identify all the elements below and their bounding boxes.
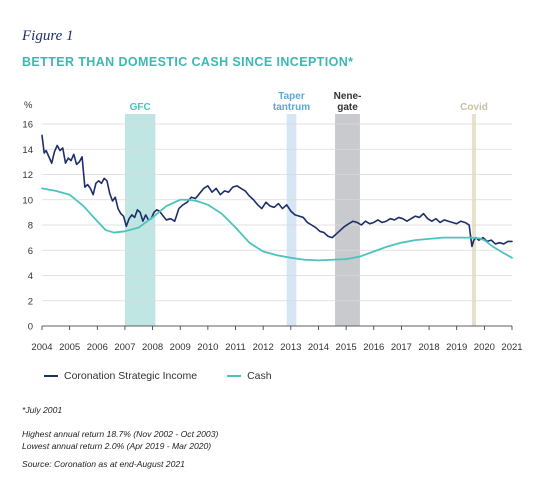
legend-item-cash: Cash: [227, 370, 272, 382]
x-tick-label: 2010: [197, 342, 218, 353]
x-tick-label: 2021: [501, 342, 522, 353]
y-tick-label: 12: [22, 170, 33, 181]
series-line-cash: [41, 187, 513, 262]
band-label-gfc: GFC: [130, 102, 151, 113]
x-tick-label: 2017: [391, 342, 412, 353]
legend: Coronation Strategic Income Cash: [44, 370, 272, 382]
x-tick-label: 2013: [280, 342, 301, 353]
note-source: Source: Coronation as at end-August 2021: [22, 459, 185, 469]
note-highest: Highest annual return 18.7% (Nov 2002 - …: [22, 429, 219, 439]
band-taper-tantrum: [286, 114, 297, 326]
x-tick-label: 2015: [336, 342, 357, 353]
y-tick-label: 10: [22, 195, 33, 206]
band-label-nene-gate: gate: [337, 102, 358, 113]
y-tick-label: 16: [22, 120, 33, 131]
x-tick-label: 2020: [474, 342, 495, 353]
band-label-covid: Covid: [460, 102, 488, 113]
legend-label-strategic-income: Coronation Strategic Income: [64, 370, 198, 382]
legend-swatch-strategic-income: [44, 375, 58, 377]
band-gfc: [124, 114, 156, 326]
chart-title: BETTER THAN DOMESTIC CASH SINCE INCEPTIO…: [22, 55, 354, 69]
y-tick-label: 14: [22, 145, 33, 156]
x-tick-label: 2005: [59, 342, 80, 353]
band-label-taper-tantrum: Taper: [278, 91, 305, 102]
y-axis-label: %: [24, 100, 33, 111]
y-tick-label: 8: [28, 221, 33, 232]
x-tick-label: 2018: [418, 342, 439, 353]
x-tick-label: 2016: [363, 342, 384, 353]
legend-label-cash: Cash: [247, 370, 272, 382]
x-tick-label: 2004: [31, 342, 52, 353]
footnotes: *July 2001 Highest annual return 18.7% (…: [22, 404, 218, 470]
x-tick-label: 2006: [87, 342, 108, 353]
band-label-nene-gate: Nene-: [334, 91, 362, 102]
x-tick-label: 2007: [114, 342, 135, 353]
y-tick-label: 2: [28, 296, 33, 307]
figure-label: Figure 1: [22, 28, 74, 44]
y-tick-label: 6: [28, 246, 33, 257]
x-tick-label: 2009: [170, 342, 191, 353]
x-tick-label: 2014: [308, 342, 329, 353]
band-nene-gate: [335, 114, 360, 326]
band-label-taper-tantrum: tantrum: [273, 102, 310, 113]
legend-item-strategic-income: Coronation Strategic Income: [44, 370, 197, 382]
note-lowest: Lowest annual return 2.0% (Apr 2019 - Ma…: [22, 441, 212, 451]
y-tick-label: 4: [28, 271, 33, 282]
x-tick-label: 2019: [446, 342, 467, 353]
x-tick-label: 2012: [253, 342, 274, 353]
x-tick-label: 2008: [142, 342, 163, 353]
band-covid: [471, 114, 477, 326]
series-line-coronation-strategic-income: [41, 134, 513, 248]
y-tick-label: 0: [28, 322, 33, 333]
note-inception: *July 2001: [22, 405, 63, 415]
x-tick-label: 2011: [225, 342, 245, 353]
legend-swatch-cash: [227, 375, 242, 377]
